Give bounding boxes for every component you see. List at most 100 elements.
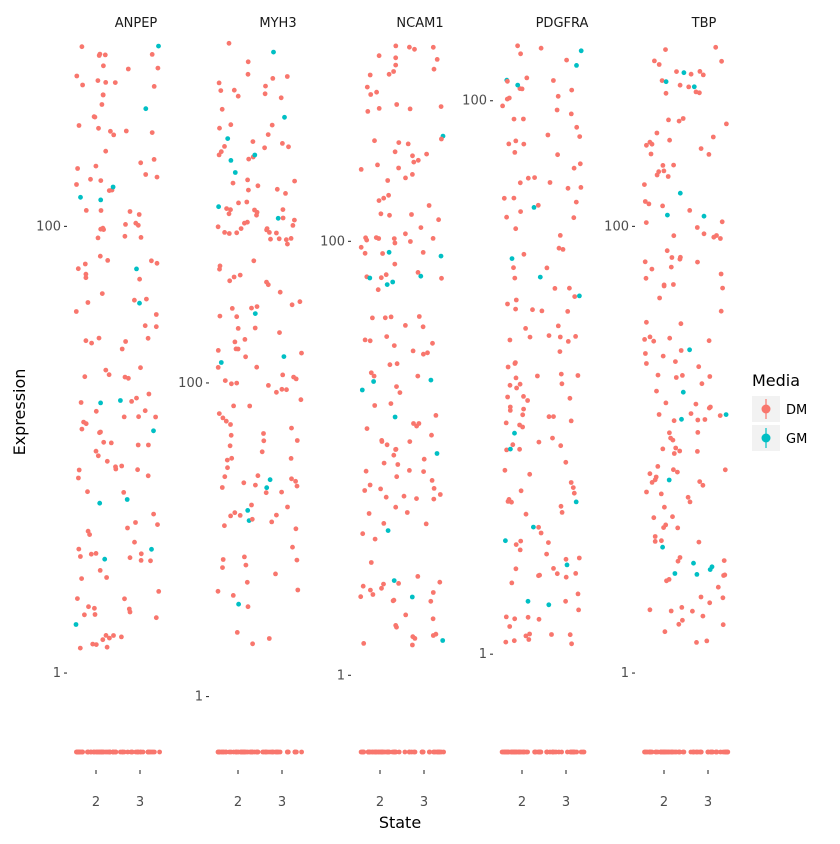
data-point-dm	[652, 534, 658, 539]
data-point-dm	[252, 325, 258, 331]
data-point-dm	[709, 749, 715, 755]
data-point-gm	[267, 477, 273, 483]
data-point-dm	[523, 511, 529, 517]
data-point-dm	[90, 641, 96, 647]
data-point-dm	[647, 471, 653, 477]
data-point-dm	[571, 490, 577, 496]
data-point-dm	[146, 442, 151, 448]
data-point-dm	[649, 266, 655, 272]
data-point-dm	[229, 455, 235, 461]
data-point-dm	[696, 364, 702, 370]
data-point-dm	[521, 406, 526, 412]
data-point-dm	[129, 749, 135, 755]
data-point-dm	[151, 157, 157, 162]
data-point-dm	[411, 159, 417, 165]
data-point-dm	[270, 76, 276, 81]
data-point-dm	[363, 468, 369, 474]
panel-pdgfra: PDGFRA 1 100 2 3	[462, 16, 588, 810]
data-point-dm	[506, 95, 512, 101]
data-point-dm	[667, 430, 672, 436]
data-point-gm	[512, 430, 517, 436]
data-point-dm	[696, 539, 702, 545]
data-point-dm	[392, 749, 397, 755]
data-point-dm	[386, 192, 391, 198]
data-point-dm	[366, 749, 372, 755]
data-point-dm	[401, 493, 407, 499]
data-point-dm	[538, 45, 544, 51]
data-point-dm	[573, 334, 578, 339]
data-point-dm	[142, 323, 148, 329]
data-point-dm	[719, 58, 724, 64]
data-point-dm	[719, 219, 725, 225]
data-point-dm	[99, 291, 105, 296]
data-point-gm	[508, 446, 513, 452]
data-point-dm	[546, 333, 552, 338]
x-tick-label: 2	[660, 795, 668, 810]
data-point-dm	[379, 585, 384, 591]
data-point-dm	[93, 448, 99, 454]
data-point-dm	[519, 86, 525, 92]
data-point-dm	[411, 421, 416, 426]
data-point-dm	[383, 494, 389, 500]
data-point-dm	[431, 749, 436, 755]
data-point-dm	[407, 106, 413, 112]
data-point-dm	[656, 62, 662, 67]
data-point-dm	[249, 502, 254, 508]
data-point-dm	[695, 417, 701, 423]
data-point-dm	[673, 375, 679, 380]
data-point-dm	[409, 212, 414, 217]
data-point-dm	[101, 63, 106, 69]
data-point-dm	[513, 297, 519, 303]
data-point-dm	[284, 74, 290, 79]
data-point-gm	[438, 253, 444, 259]
data-point-gm	[392, 414, 398, 420]
data-point-dm	[391, 236, 397, 242]
data-point-dm	[547, 180, 553, 185]
data-point-dm	[283, 191, 288, 196]
data-point-dm	[551, 566, 556, 571]
data-point-dm	[718, 271, 724, 277]
data-point-dm	[277, 330, 282, 335]
data-point-dm	[250, 641, 256, 647]
data-point-dm	[571, 215, 577, 221]
data-point-dm	[665, 174, 671, 179]
data-point-dm	[555, 93, 561, 99]
x-tick-label: 2	[92, 795, 100, 810]
y-tick-label: 100	[36, 219, 61, 234]
data-point-dm	[79, 426, 85, 432]
data-point-dm	[403, 231, 408, 237]
y-tick-label: 1	[621, 666, 629, 681]
data-point-dm	[410, 153, 415, 159]
data-point-dm	[433, 631, 439, 637]
data-point-dm	[576, 607, 581, 613]
x-tick-label: 3	[136, 795, 144, 810]
data-point-dm	[660, 353, 666, 359]
data-point-dm	[437, 749, 442, 755]
data-point-dm	[643, 749, 649, 755]
data-point-dm	[222, 523, 227, 529]
data-point-gm	[546, 602, 552, 608]
data-point-gm	[386, 249, 392, 255]
data-point-dm	[119, 634, 124, 640]
data-point-dm	[654, 172, 660, 178]
data-point-dm	[647, 607, 653, 613]
data-point-dm	[420, 250, 426, 255]
data-point-gm	[275, 215, 281, 221]
data-point-dm	[104, 575, 109, 580]
data-point-dm	[361, 641, 367, 646]
data-point-dm	[565, 185, 571, 191]
data-point-dm	[103, 633, 109, 638]
data-point-dm	[680, 373, 685, 378]
data-point-dm	[511, 638, 517, 644]
data-point-gm	[578, 48, 584, 54]
data-point-dm	[658, 749, 664, 755]
data-point-dm	[430, 44, 436, 50]
data-point-dm	[563, 598, 568, 604]
data-point-dm	[218, 88, 224, 93]
data-point-dm	[135, 749, 141, 755]
data-point-dm	[512, 150, 518, 155]
data-point-gm	[564, 562, 570, 568]
data-point-dm	[557, 233, 563, 238]
data-point-dm	[694, 640, 699, 645]
legend-entries: DM GM	[752, 396, 807, 451]
